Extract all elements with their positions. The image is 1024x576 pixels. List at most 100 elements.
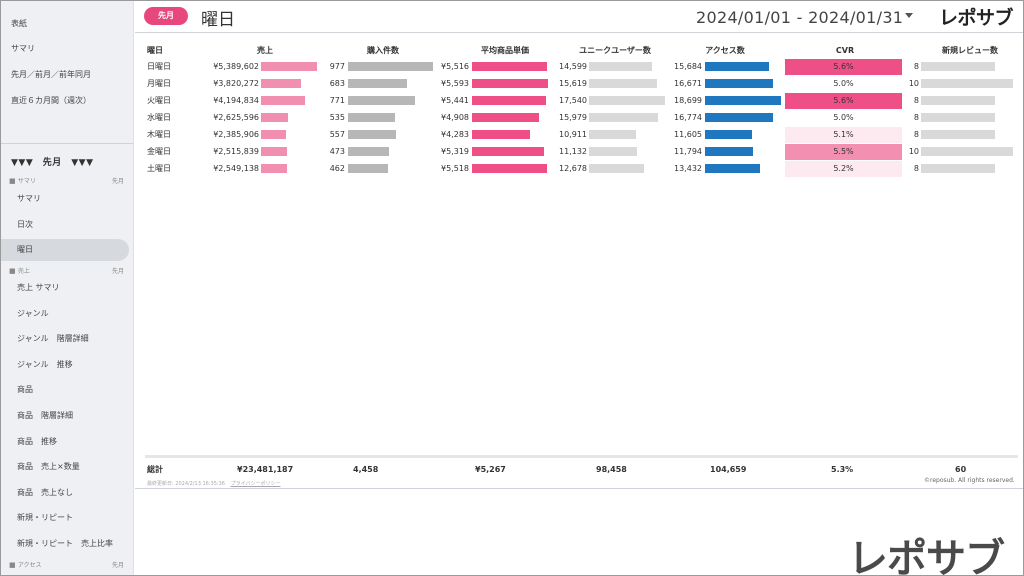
privacy-link[interactable]: プライバシーポリシー [230,481,281,487]
sidebar-item-sales-1[interactable]: ジャンル [17,308,49,318]
orders-value: 771 [329,96,345,105]
sidebar-item-sales-5[interactable]: 商品 階層詳細 [17,411,73,420]
sidebar-section-label: ■ サマリ [9,177,36,185]
price-bar [472,96,546,105]
sidebar-item-sales-0[interactable]: 売上 サマリ [17,283,60,292]
uu-value: 10,911 [559,130,587,139]
reviews-bar [921,113,995,122]
sidebar-divider [1,143,133,144]
date-range-selector[interactable]: 2024/01/01 - 2024/01/31 [696,8,904,27]
price-value: ¥4,283 [441,130,469,139]
brand-logo: レポサブ [939,7,1014,29]
reviews-bar [921,96,995,105]
sidebar-item-top-1[interactable]: サマリ [11,44,35,53]
day-label: 金曜日 [147,147,171,156]
table-row[interactable]: 日曜日 ¥5,389,602 977 ¥5,516 14,599 15,684 5.6% 8 [145,58,1018,75]
sales-value: ¥5,389,602 [213,62,259,71]
sidebar: 表紙 サマリ 先月／前月／前年同月 直近６カ月間（週次） ▼▼▼ 先月 ▼▼▼ ■ サマリ… [1,1,134,575]
footer-note: 最終更新日: 2024/2/13 16:35:36 プライバシーポリシー [147,480,280,487]
sidebar-item-sales-9[interactable]: 新規・リピート [17,513,73,523]
uu-bar [589,164,644,173]
totals-uu: 98,458 [596,465,627,474]
sales-value: ¥2,515,839 [213,147,259,156]
table-row[interactable]: 月曜日 ¥3,820,272 683 ¥5,593 15,619 16,671 5.0% 10 [145,75,1018,92]
sidebar-item-sales-2[interactable]: ジャンル 階層詳細 [17,334,89,344]
column-header-7[interactable]: 新規レビュー数 [942,46,998,55]
sidebar-item-top-3[interactable]: 直近６カ月間（週次） [11,96,91,105]
column-header-6[interactable]: CVR [835,46,855,55]
sidebar-item-summary-2[interactable]: 曜日 [1,239,129,261]
table-row[interactable]: 土曜日 ¥2,549,138 462 ¥5,518 12,678 13,432 5.2% 8 [145,160,1018,177]
sales-value: ¥2,625,596 [213,113,259,122]
price-bar [472,130,531,139]
price-value: ¥5,518 [441,164,469,173]
sidebar-section-summary: ■ サマリ 先月 [9,176,124,185]
access-value: 15,684 [674,62,702,71]
price-bar [472,164,547,173]
orders-value: 462 [329,164,345,173]
uu-bar [589,113,659,122]
reviews-bar [921,130,995,139]
uu-value: 15,619 [559,79,587,88]
access-value: 16,671 [674,79,702,88]
access-bar [705,113,774,122]
access-value: 11,794 [674,147,702,156]
price-value: ¥5,319 [441,147,469,156]
totals-row: 総計 ¥23,481,187 4,458 ¥5,267 98,458 104,6… [145,455,1018,477]
sidebar-item-summary-1[interactable]: 日次 [17,220,33,229]
report-header: 先月 曜日 2024/01/01 - 2024/01/31 レポサブ [135,1,1023,33]
cvr-cell: 5.0% [785,76,902,92]
sales-value: ¥3,820,272 [213,79,259,88]
table-row[interactable]: 水曜日 ¥2,625,596 535 ¥4,908 15,979 16,774 5.0% 8 [145,109,1018,126]
reviews-bar [921,62,995,71]
day-label: 木曜日 [147,130,171,139]
column-header-3[interactable]: 平均商品単価 [481,46,529,55]
period-pill[interactable]: 先月 [144,7,188,25]
sidebar-item-sales-10[interactable]: 新規・リピート 売上比率 [17,539,113,548]
column-header-1[interactable]: 売上 [257,46,273,55]
day-label: 土曜日 [147,164,171,173]
reviews-value: 8 [913,62,919,71]
price-value: ¥5,593 [441,79,469,88]
price-value: ¥5,441 [441,96,469,105]
column-header-0[interactable]: 曜日 [147,46,163,55]
totals-reviews: 60 [955,465,967,474]
column-header-4[interactable]: ユニークユーザー数 [579,46,651,55]
sidebar-item-summary-0[interactable]: サマリ [17,194,41,203]
access-value: 16,774 [674,113,702,122]
sidebar-item-top-0[interactable]: 表紙 [11,19,27,28]
sidebar-item-sales-7[interactable]: 商品 売上×数量 [17,462,80,472]
sidebar-item-sales-4[interactable]: 商品 [17,385,33,395]
day-label: 水曜日 [147,113,171,122]
page-title: 曜日 [201,10,235,30]
table-header: 曜日 売上 購入件数 平均商品単価 ユニークユーザー数 アクセス数 CVR 新規レビュー数 [145,42,1018,59]
cvr-cell: 5.2% [785,161,902,177]
money-bag-icon: ■ [9,267,18,275]
access-bar [705,164,760,173]
day-label: 日曜日 [147,62,171,71]
reviews-value: 8 [913,130,919,139]
sidebar-section-period: 先月 [111,268,124,275]
price-bar [472,147,545,156]
orders-value: 557 [329,130,345,139]
column-header-5[interactable]: アクセス数 [705,46,745,55]
sidebar-item-sales-8[interactable]: 商品 売上なし [17,487,73,497]
access-bar [705,130,753,139]
sidebar-item-sales-6[interactable]: 商品 推移 [17,436,57,446]
totals-sales: ¥23,481,187 [237,465,294,474]
table-row[interactable]: 金曜日 ¥2,515,839 473 ¥5,319 11,132 11,794 5.5% 10 [145,143,1018,160]
totals-label: 総計 [147,465,163,474]
sales-bar [261,164,288,173]
column-header-2[interactable]: 購入件数 [367,46,399,55]
uu-value: 12,678 [559,164,587,173]
sidebar-item-top-2[interactable]: 先月／前月／前年同月 [11,70,91,79]
sales-value: ¥2,385,906 [213,130,259,139]
copyright: ©reposub. All rights reserved. [924,477,1015,484]
access-value: 11,605 [674,130,702,139]
table-row[interactable]: 火曜日 ¥4,194,834 771 ¥5,441 17,540 18,699 5.6% 8 [145,92,1018,109]
orders-bar [348,62,433,71]
chevron-down-icon[interactable] [905,13,913,18]
reviews-value: 10 [908,79,919,88]
sidebar-item-sales-3[interactable]: ジャンル 推移 [17,359,73,369]
table-row[interactable]: 木曜日 ¥2,385,906 557 ¥4,283 10,911 11,605 5.1% 8 [145,126,1018,143]
